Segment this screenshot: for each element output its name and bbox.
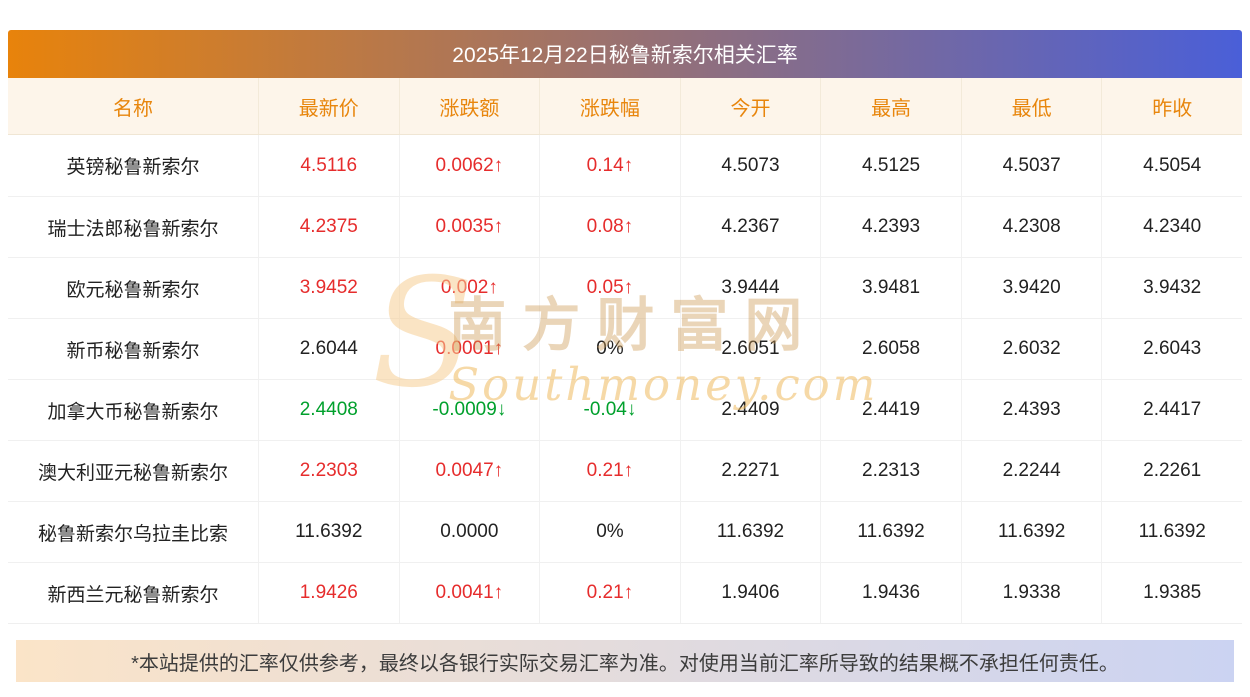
value-cell: 0.002↑ <box>398 258 540 318</box>
value-cell: 2.2271 <box>679 441 821 501</box>
table-body: 英镑秘鲁新索尔 4.5116 0.0062↑ 0.14↑ 4.5073 4.5125 4.5… <box>8 135 1242 623</box>
value-cell: 1.9385 <box>1101 563 1242 623</box>
value-cell: 3.9481 <box>820 258 961 318</box>
row-name: 加拿大币秘鲁新索尔 <box>47 401 219 423</box>
value-cell: 0.08↑ <box>539 197 680 257</box>
row-name: 英镑秘鲁新索尔 <box>66 157 200 178</box>
page: 2025年12月22日秘鲁新索尔相关汇率 名称 最新价 涨跌额 涨跌幅 今开 最… <box>8 30 1242 682</box>
column-header-latest: 最新价 <box>258 78 399 134</box>
value-cell: 2.2313 <box>820 441 961 501</box>
column-header-low: 最低 <box>960 78 1102 134</box>
value-cell: 4.5073 <box>679 135 821 196</box>
value-cell: 4.2393 <box>820 197 961 257</box>
value-cell: 11.6392 <box>960 502 1102 562</box>
row-name: 欧元秘鲁新索尔 <box>66 279 200 301</box>
value-cell: 0.0062↑ <box>398 135 540 196</box>
table-row: 加拿大币秘鲁新索尔 2.4408 -0.0009↓ -0.04↓ 2.4409 2.441… <box>8 379 1242 440</box>
value-cell: 2.2303 <box>258 441 399 501</box>
row-name: 瑞士法郎秘鲁新索尔 <box>47 218 219 240</box>
value-cell: 0.05↑ <box>539 258 680 318</box>
column-header-name: 名称 <box>113 97 153 120</box>
value-cell: 0.0041↑ <box>398 563 540 623</box>
value-cell: -0.0009↓ <box>398 380 540 440</box>
value-cell: 0.0035↑ <box>398 197 540 257</box>
table-row: 瑞士法郎秘鲁新索尔 4.2375 0.0035↑ 0.08↑ 4.2367 4.2393 4… <box>8 196 1242 257</box>
value-cell: 3.9432 <box>1101 258 1242 318</box>
value-cell: 2.2261 <box>1101 441 1242 501</box>
value-cell: 2.4417 <box>1101 380 1242 440</box>
page-title: 2025年12月22日秘鲁新索尔相关汇率 <box>8 30 1242 78</box>
row-name: 新币秘鲁新索尔 <box>66 340 200 362</box>
table-header-row: 名称 最新价 涨跌额 涨跌幅 今开 最高 最低 昨收 <box>8 78 1242 135</box>
table-row: 新西兰元秘鲁新索尔 1.9426 0.0041↑ 0.21↑ 1.9406 1.9436 1… <box>8 562 1242 623</box>
value-cell: 0.21↑ <box>539 563 680 623</box>
value-cell: 0% <box>539 502 680 562</box>
value-cell: 2.6032 <box>960 319 1102 379</box>
value-cell: 0.0001↑ <box>398 319 540 379</box>
value-cell: 4.2367 <box>679 197 821 257</box>
value-cell: 1.9406 <box>679 563 821 623</box>
row-name: 澳大利亚元秘鲁新索尔 <box>37 462 228 484</box>
rates-table: 名称 最新价 涨跌额 涨跌幅 今开 最高 最低 昨收 英镑秘鲁新索尔 4.5116… <box>8 78 1242 624</box>
value-cell: 0.0000 <box>398 502 540 562</box>
value-cell: 1.9426 <box>258 563 399 623</box>
value-cell: 11.6392 <box>258 502 399 562</box>
row-name: 新西兰元秘鲁新索尔 <box>47 584 219 606</box>
value-cell: 2.4393 <box>960 380 1102 440</box>
value-cell: 4.2308 <box>960 197 1102 257</box>
value-cell: 1.9338 <box>960 563 1102 623</box>
value-cell: 4.5054 <box>1101 135 1242 196</box>
value-cell: 4.5116 <box>258 135 399 196</box>
column-header-high: 最高 <box>820 78 961 134</box>
value-cell: 4.2340 <box>1101 197 1242 257</box>
value-cell: 2.6043 <box>1101 319 1242 379</box>
disclaimer: *本站提供的汇率仅供参考，最终以各银行实际交易汇率为准。对使用当前汇率所导致的结… <box>16 640 1234 682</box>
value-cell: 2.4409 <box>679 380 821 440</box>
value-cell: 0.0047↑ <box>398 441 540 501</box>
column-header-prev-close: 昨收 <box>1101 78 1242 134</box>
value-cell: 2.2244 <box>960 441 1102 501</box>
value-cell: 2.4419 <box>820 380 961 440</box>
value-cell: 2.4408 <box>258 380 399 440</box>
column-header-change: 涨跌额 <box>398 78 540 134</box>
value-cell: -0.04↓ <box>539 380 680 440</box>
value-cell: 0.21↑ <box>539 441 680 501</box>
value-cell: 2.6044 <box>258 319 399 379</box>
value-cell: 4.2375 <box>258 197 399 257</box>
value-cell: 0% <box>539 319 680 379</box>
value-cell: 4.5037 <box>960 135 1102 196</box>
value-cell: 4.5125 <box>820 135 961 196</box>
column-header-open: 今开 <box>679 78 821 134</box>
value-cell: 2.6051 <box>679 319 821 379</box>
row-name: 秘鲁新索尔乌拉圭比索 <box>37 523 228 545</box>
value-cell: 2.6058 <box>820 319 961 379</box>
table-row: 澳大利亚元秘鲁新索尔 2.2303 0.0047↑ 0.21↑ 2.2271 2.2313… <box>8 440 1242 501</box>
value-cell: 11.6392 <box>820 502 961 562</box>
value-cell: 1.9436 <box>820 563 961 623</box>
table-row: 欧元秘鲁新索尔 3.9452 0.002↑ 0.05↑ 3.9444 3.9481 3.94… <box>8 257 1242 318</box>
value-cell: 3.9452 <box>258 258 399 318</box>
value-cell: 0.14↑ <box>539 135 680 196</box>
value-cell: 3.9420 <box>960 258 1102 318</box>
table-row: 秘鲁新索尔乌拉圭比索 11.6392 0.0000 0% 11.6392 11.6392 1… <box>8 501 1242 562</box>
value-cell: 11.6392 <box>1101 502 1242 562</box>
column-header-change-pct: 涨跌幅 <box>539 78 680 134</box>
value-cell: 3.9444 <box>679 258 821 318</box>
table-row: 新币秘鲁新索尔 2.6044 0.0001↑ 0% 2.6051 2.6058 2.6032… <box>8 318 1242 379</box>
table-row: 英镑秘鲁新索尔 4.5116 0.0062↑ 0.14↑ 4.5073 4.5125 4.5… <box>8 135 1242 196</box>
value-cell: 11.6392 <box>679 502 821 562</box>
